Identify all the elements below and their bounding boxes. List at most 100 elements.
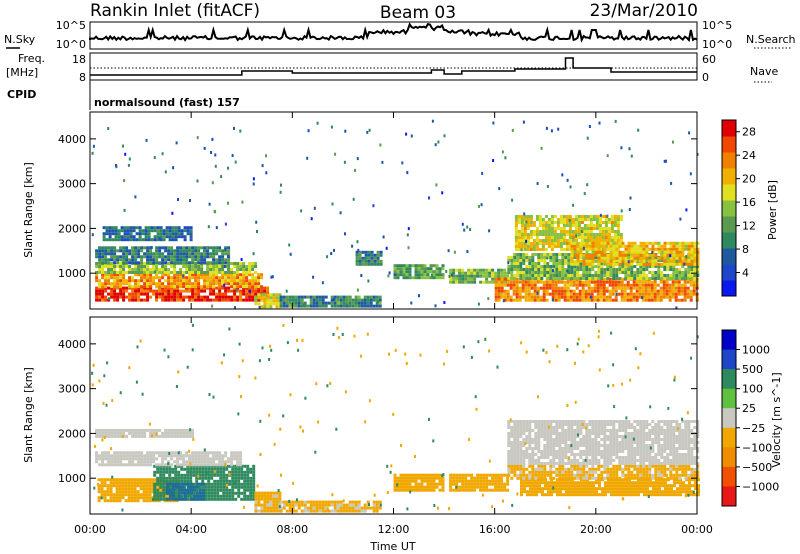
range-cell	[134, 252, 138, 256]
range-cell	[212, 463, 216, 467]
range-cell	[113, 261, 117, 265]
range-cell	[239, 463, 243, 467]
range-cell	[646, 493, 649, 497]
range-cell	[224, 261, 228, 265]
range-cell	[546, 274, 550, 277]
range-cell	[665, 280, 669, 284]
range-cell	[360, 298, 364, 302]
range-cell	[189, 482, 193, 486]
range-cell	[399, 267, 403, 271]
range-cell	[285, 289, 288, 293]
range-cell	[549, 268, 553, 271]
range-cell	[470, 473, 474, 477]
range-cell	[300, 295, 304, 299]
range-cell	[213, 482, 217, 486]
range-cell	[618, 259, 622, 263]
range-cell	[297, 304, 301, 308]
range-cell	[143, 289, 147, 293]
range-cell	[619, 481, 622, 485]
range-cell	[582, 241, 586, 245]
range-cell	[342, 304, 346, 308]
range-cell	[324, 500, 328, 504]
range-cell	[529, 487, 532, 491]
range-cell	[219, 476, 223, 480]
range-cell	[161, 289, 165, 293]
range-cell	[408, 485, 412, 489]
range-cell	[579, 253, 583, 257]
range-cell	[107, 434, 111, 438]
range-cell	[119, 460, 123, 464]
range-cell	[174, 473, 178, 477]
range-cell	[402, 479, 406, 483]
range-cell	[571, 493, 574, 497]
range-cell	[464, 479, 468, 483]
range-cell	[677, 292, 681, 296]
range-cell	[130, 499, 134, 503]
range-cell	[209, 271, 213, 274]
range-cell	[218, 295, 222, 299]
range-cell	[104, 265, 108, 268]
range-cell	[497, 268, 501, 272]
date-title: 23/Mar/2010	[590, 1, 698, 21]
range-cell	[137, 285, 141, 289]
range-cell	[239, 268, 243, 271]
range-cell	[134, 434, 138, 438]
range-cell	[589, 224, 593, 227]
range-cell	[194, 273, 198, 277]
range-cell	[581, 283, 585, 287]
range-cell	[227, 298, 231, 302]
range-cell	[662, 286, 666, 290]
range-cell	[97, 499, 101, 503]
range-cell	[213, 491, 217, 495]
range-cell	[531, 259, 535, 262]
range-cell	[197, 289, 201, 293]
range-cell	[364, 250, 368, 254]
range-cell	[318, 506, 322, 510]
range-cell	[219, 482, 223, 486]
range-cell	[115, 499, 119, 503]
range-cell	[579, 262, 583, 265]
range-cell	[272, 497, 276, 501]
range-cell	[230, 276, 234, 280]
range-cell	[95, 262, 99, 265]
range-cell	[423, 264, 427, 268]
range-cell	[131, 451, 135, 455]
range-cell	[159, 479, 163, 483]
range-cell	[431, 119, 434, 123]
range-cell	[572, 292, 576, 296]
range-cell	[270, 275, 273, 279]
range-cell	[608, 277, 612, 281]
range-cell	[696, 250, 700, 254]
range-cell	[126, 235, 130, 239]
range-cell	[278, 491, 282, 495]
range-cell	[589, 242, 593, 245]
range-cell	[195, 497, 199, 501]
range-cell	[188, 298, 192, 302]
range-cell	[645, 265, 649, 268]
range-cell	[206, 463, 210, 467]
range-cell	[152, 276, 156, 280]
range-cell	[216, 470, 220, 474]
range-cell	[212, 268, 216, 271]
range-cell	[222, 479, 226, 483]
range-cell	[607, 487, 610, 491]
range-cell	[104, 271, 108, 274]
range-cell	[149, 457, 153, 461]
range-cell	[607, 490, 610, 494]
range-cell	[687, 241, 691, 245]
range-cell	[180, 482, 184, 486]
range-cell	[548, 286, 552, 290]
range-cell	[594, 256, 598, 259]
range-cell	[467, 479, 471, 483]
range-cell	[137, 292, 141, 296]
range-cell	[119, 279, 123, 283]
range-cell	[461, 268, 465, 272]
range-cell	[246, 476, 250, 480]
range-cell	[645, 241, 649, 245]
range-cell	[520, 233, 524, 236]
range-cell	[103, 484, 107, 488]
range-cell	[488, 271, 492, 275]
range-cell	[684, 241, 688, 245]
range-cell	[240, 470, 244, 474]
range-cell	[228, 497, 232, 501]
